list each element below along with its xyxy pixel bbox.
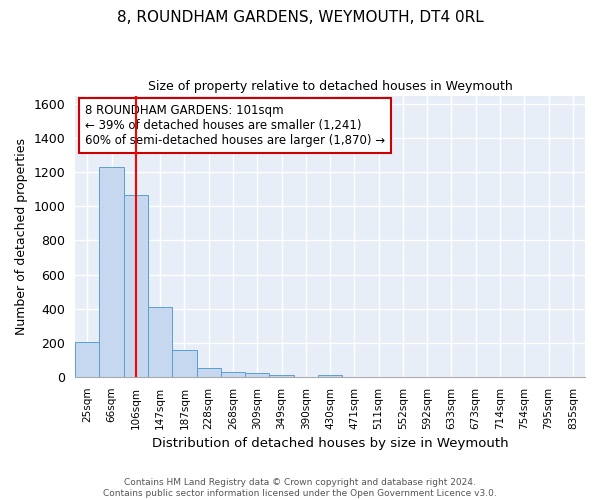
Bar xyxy=(75,342,100,377)
Bar xyxy=(269,375,293,377)
Bar xyxy=(318,374,342,377)
Bar xyxy=(100,167,124,377)
Text: Contains HM Land Registry data © Crown copyright and database right 2024.
Contai: Contains HM Land Registry data © Crown c… xyxy=(103,478,497,498)
Bar xyxy=(124,196,148,377)
Bar xyxy=(197,368,221,377)
Bar xyxy=(221,372,245,377)
Text: 8 ROUNDHAM GARDENS: 101sqm
← 39% of detached houses are smaller (1,241)
60% of s: 8 ROUNDHAM GARDENS: 101sqm ← 39% of deta… xyxy=(85,104,385,147)
Y-axis label: Number of detached properties: Number of detached properties xyxy=(15,138,28,334)
Bar xyxy=(148,307,172,377)
Bar xyxy=(172,350,197,377)
Title: Size of property relative to detached houses in Weymouth: Size of property relative to detached ho… xyxy=(148,80,512,93)
Text: 8, ROUNDHAM GARDENS, WEYMOUTH, DT4 0RL: 8, ROUNDHAM GARDENS, WEYMOUTH, DT4 0RL xyxy=(116,10,484,25)
X-axis label: Distribution of detached houses by size in Weymouth: Distribution of detached houses by size … xyxy=(152,437,508,450)
Bar xyxy=(245,374,269,377)
